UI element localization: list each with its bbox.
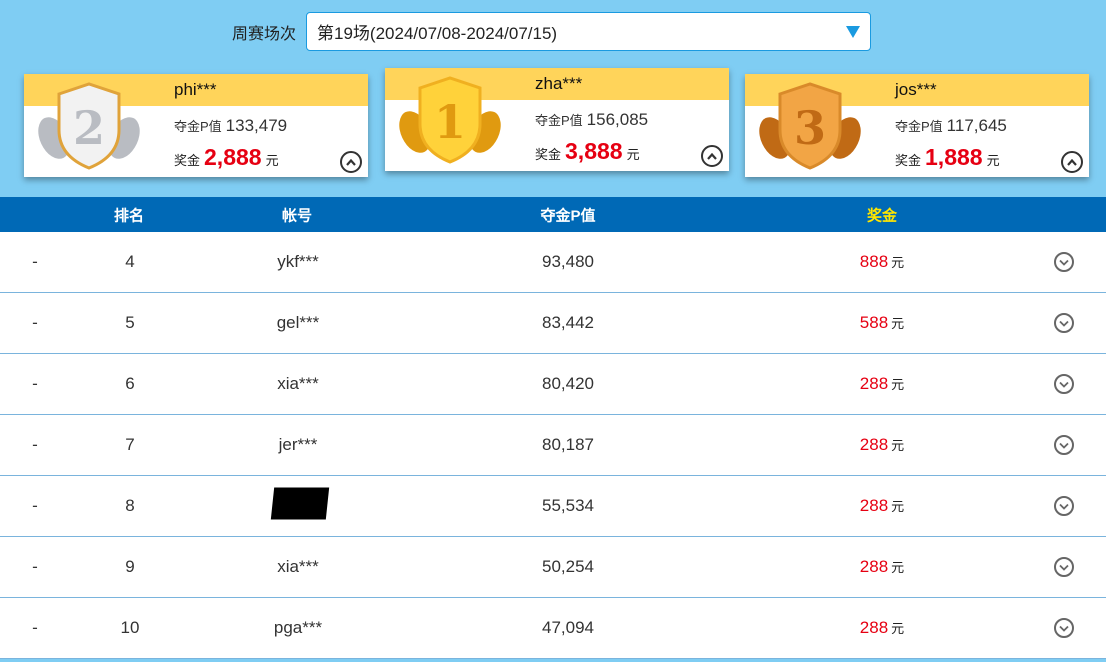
- rank-change: -: [32, 557, 38, 576]
- prize: 588 元: [859, 313, 905, 332]
- podium-card-rank-3: 3 jos*** 夺金P值 117,645 奖金 1,888 元: [745, 74, 1089, 177]
- week-select[interactable]: 第19场(2024/07/08-2024/07/15): [306, 12, 872, 51]
- pv-value: 80,187: [542, 435, 594, 454]
- podium-pv: 夺金P值 117,645: [895, 116, 1007, 135]
- collapse-button[interactable]: [701, 145, 723, 167]
- expand-button[interactable]: [1054, 252, 1074, 272]
- account: jer***: [278, 435, 318, 454]
- header-rank: 排名: [113, 207, 145, 224]
- rank: 4: [125, 252, 135, 271]
- podium-prize: 奖金 1,888 元: [895, 144, 1000, 170]
- chevron-down-icon: [1059, 442, 1069, 449]
- svg-text:3: 3: [794, 101, 826, 155]
- expand-button[interactable]: [1054, 374, 1074, 394]
- podium-name: jos***: [895, 80, 937, 99]
- expand-button[interactable]: [1054, 496, 1074, 516]
- prize: 288 元: [859, 496, 905, 515]
- triangle-down-icon: [846, 25, 861, 38]
- table-row: - 8 55,534 288 元: [0, 476, 1106, 537]
- rank: 10: [120, 618, 140, 637]
- chevron-up-icon: [1067, 158, 1077, 166]
- podium-prize: 奖金 3,888 元: [535, 138, 640, 164]
- week-filter: 周赛场次 第19场(2024/07/08-2024/07/15): [232, 12, 872, 51]
- pv-value: 80,420: [542, 374, 594, 393]
- rank: 7: [125, 435, 135, 454]
- chevron-down-icon: [1059, 259, 1069, 266]
- podium-prize: 奖金 2,888 元: [174, 144, 279, 170]
- podium-pv: 夺金P值 133,479: [174, 116, 288, 135]
- account: xia***: [277, 374, 319, 393]
- prize: 288 元: [859, 435, 905, 454]
- header-prize: 奖金: [866, 207, 898, 224]
- pv-value: 93,480: [542, 252, 594, 271]
- chevron-up-icon: [707, 152, 717, 160]
- table-row: - 5 gel*** 83,442 588 元: [0, 293, 1106, 354]
- chevron-up-icon: [346, 158, 356, 166]
- chevron-down-icon: [1059, 320, 1069, 327]
- expand-button[interactable]: [1054, 313, 1074, 333]
- expand-button[interactable]: [1054, 557, 1074, 577]
- ranking-table: - 4 ykf*** 93,480 888 元 - 5 gel*** 83,442…: [0, 232, 1106, 659]
- collapse-button[interactable]: [1061, 151, 1083, 173]
- silver-medal-icon: 2: [38, 82, 140, 170]
- account: pga***: [273, 618, 323, 637]
- header-pv: 夺金P值: [540, 207, 596, 224]
- bronze-medal-icon: 3: [759, 82, 861, 170]
- chevron-down-icon: [1059, 564, 1069, 571]
- table-row: - 10 pga*** 47,094 288 元: [0, 598, 1106, 659]
- rank-change: -: [32, 435, 38, 454]
- podium-card-rank-2: 2 phi*** 夺金P值 133,479 奖金 2,888 元: [24, 74, 368, 177]
- week-select-value: 第19场(2024/07/08-2024/07/15): [317, 24, 558, 43]
- chevron-down-icon: [1059, 381, 1069, 388]
- account-redacted: [270, 487, 330, 525]
- rank: 6: [125, 374, 135, 393]
- rank: 8: [125, 496, 135, 515]
- header-account: 帐号: [281, 207, 313, 224]
- podium-card-rank-1: 1 zha*** 夺金P值 156,085 奖金 3,888 元: [385, 68, 729, 171]
- table-row: - 4 ykf*** 93,480 888 元: [0, 232, 1106, 293]
- podium-pv: 夺金P值 156,085: [535, 110, 649, 129]
- table-row: - 9 xia*** 50,254 288 元: [0, 537, 1106, 598]
- collapse-button[interactable]: [340, 151, 362, 173]
- chevron-down-icon: [1059, 503, 1069, 510]
- prize: 288 元: [859, 374, 905, 393]
- podium-name: zha***: [535, 74, 583, 93]
- account: xia***: [277, 557, 319, 576]
- svg-text:1: 1: [434, 95, 466, 149]
- expand-button[interactable]: [1054, 618, 1074, 638]
- prize: 888 元: [859, 252, 905, 271]
- rank-change: -: [32, 252, 38, 271]
- chevron-down-icon: [1059, 625, 1069, 632]
- rank-change: -: [32, 618, 38, 637]
- rank-change: -: [32, 313, 38, 332]
- rank-change: -: [32, 496, 38, 515]
- account: ykf***: [277, 252, 319, 271]
- account: gel***: [276, 313, 320, 332]
- table-row: - 7 jer*** 80,187 288 元: [0, 415, 1106, 476]
- table-row: - 6 xia*** 80,420 288 元: [0, 354, 1106, 415]
- expand-button[interactable]: [1054, 435, 1074, 455]
- gold-medal-icon: 1: [399, 76, 501, 164]
- rank: 5: [125, 313, 135, 332]
- table-header: 排名 帐号 夺金P值 奖金: [0, 197, 1106, 232]
- pv-value: 47,094: [542, 618, 594, 637]
- svg-text:2: 2: [73, 101, 105, 155]
- rank-change: -: [32, 374, 38, 393]
- week-filter-label: 周赛场次: [232, 25, 297, 43]
- prize: 288 元: [859, 557, 905, 576]
- pv-value: 50,254: [542, 557, 594, 576]
- rank: 9: [125, 557, 135, 576]
- pv-value: 55,534: [542, 496, 594, 515]
- podium-name: phi***: [174, 80, 217, 99]
- prize: 288 元: [859, 618, 905, 637]
- pv-value: 83,442: [542, 313, 594, 332]
